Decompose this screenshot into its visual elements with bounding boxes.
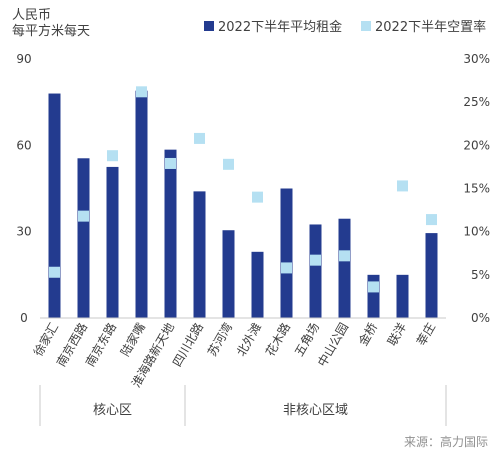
vacancy-marker [252, 191, 263, 203]
vacancy-marker [49, 266, 60, 278]
category-label: 徐家汇 [30, 320, 61, 359]
vacancy-marker [281, 262, 292, 274]
right-tick-label: 20% [463, 138, 490, 152]
rent-bar [77, 158, 90, 318]
right-tick-label: 10% [463, 225, 490, 239]
rent-bar [48, 93, 61, 319]
category-label: 花木路 [262, 320, 293, 359]
vacancy-marker [339, 250, 350, 262]
left-axis-ticks: 0 30 60 90 [16, 52, 31, 325]
right-tick-label: 30% [463, 52, 490, 66]
vacancy-marker [397, 180, 408, 192]
y-axis-unit-label-line1: 人民币 [12, 8, 51, 23]
vacancy-marker [223, 158, 234, 170]
category-groups: 核心区 非核心区域 [39, 385, 447, 426]
category-label: 金桥 [355, 320, 380, 348]
group-label: 核心区 [93, 403, 132, 418]
category-label: 联洋 [384, 320, 409, 348]
rent-bar [251, 251, 264, 318]
rent-bar [135, 90, 148, 319]
rent-bar [309, 224, 322, 318]
rent-bar [367, 274, 380, 318]
rent-bar [193, 191, 206, 318]
left-tick-label: 90 [16, 52, 31, 66]
vacancy-marker [107, 150, 118, 162]
left-tick-label: 30 [16, 225, 31, 239]
category-labels: 徐家汇南京西路南京东路陆家嘴淮海路新天地四川北路苏河湾北外滩花木路五角场中山公园… [30, 320, 438, 390]
right-tick-label: 5% [471, 268, 490, 282]
left-tick-label: 60 [16, 138, 31, 152]
vacancy-marker [194, 132, 205, 144]
right-axis-ticks: 0% 5% 10% 15% 20% 25% 30% [463, 52, 490, 325]
category-label: 五角场 [292, 321, 322, 359]
category-label: 北外滩 [234, 321, 264, 359]
rent-bar [396, 274, 409, 318]
rent-bar [222, 230, 235, 318]
vacancy-marker [165, 157, 176, 169]
rent-bar [280, 188, 293, 318]
group-label: 非核心区域 [283, 403, 348, 418]
category-label: 莘庄 [413, 320, 438, 348]
rent-bar [164, 149, 177, 318]
right-tick-label: 25% [463, 95, 490, 109]
category-label: 苏河湾 [204, 320, 235, 359]
vacancy-marker [136, 86, 147, 98]
right-tick-label: 15% [463, 182, 490, 196]
vacancy-marker [78, 210, 89, 222]
source-note: 来源：高力国际 [404, 434, 488, 449]
vacancy-marker [310, 254, 321, 266]
legend: 2022下半年平均租金 2022下半年空置率 [204, 19, 486, 35]
rent-bar [106, 166, 119, 318]
y-axis-unit-label-line2: 每平方米每天 [12, 23, 90, 39]
legend-label-rent: 2022下半年平均租金 [218, 19, 342, 35]
legend-swatch-rent [204, 21, 214, 31]
legend-label-vacancy: 2022下半年空置率 [375, 19, 486, 35]
vacancy-marker [426, 214, 437, 226]
legend-swatch-vacancy [361, 21, 371, 31]
vacancy-markers [49, 86, 437, 293]
rent-bars [48, 90, 438, 319]
rent-bar [338, 218, 351, 318]
rent-bar [425, 233, 438, 318]
left-tick-label: 0 [20, 311, 28, 325]
category-label: 陆家嘴 [117, 320, 148, 359]
right-tick-label: 0% [471, 311, 490, 325]
vacancy-marker [368, 281, 379, 293]
